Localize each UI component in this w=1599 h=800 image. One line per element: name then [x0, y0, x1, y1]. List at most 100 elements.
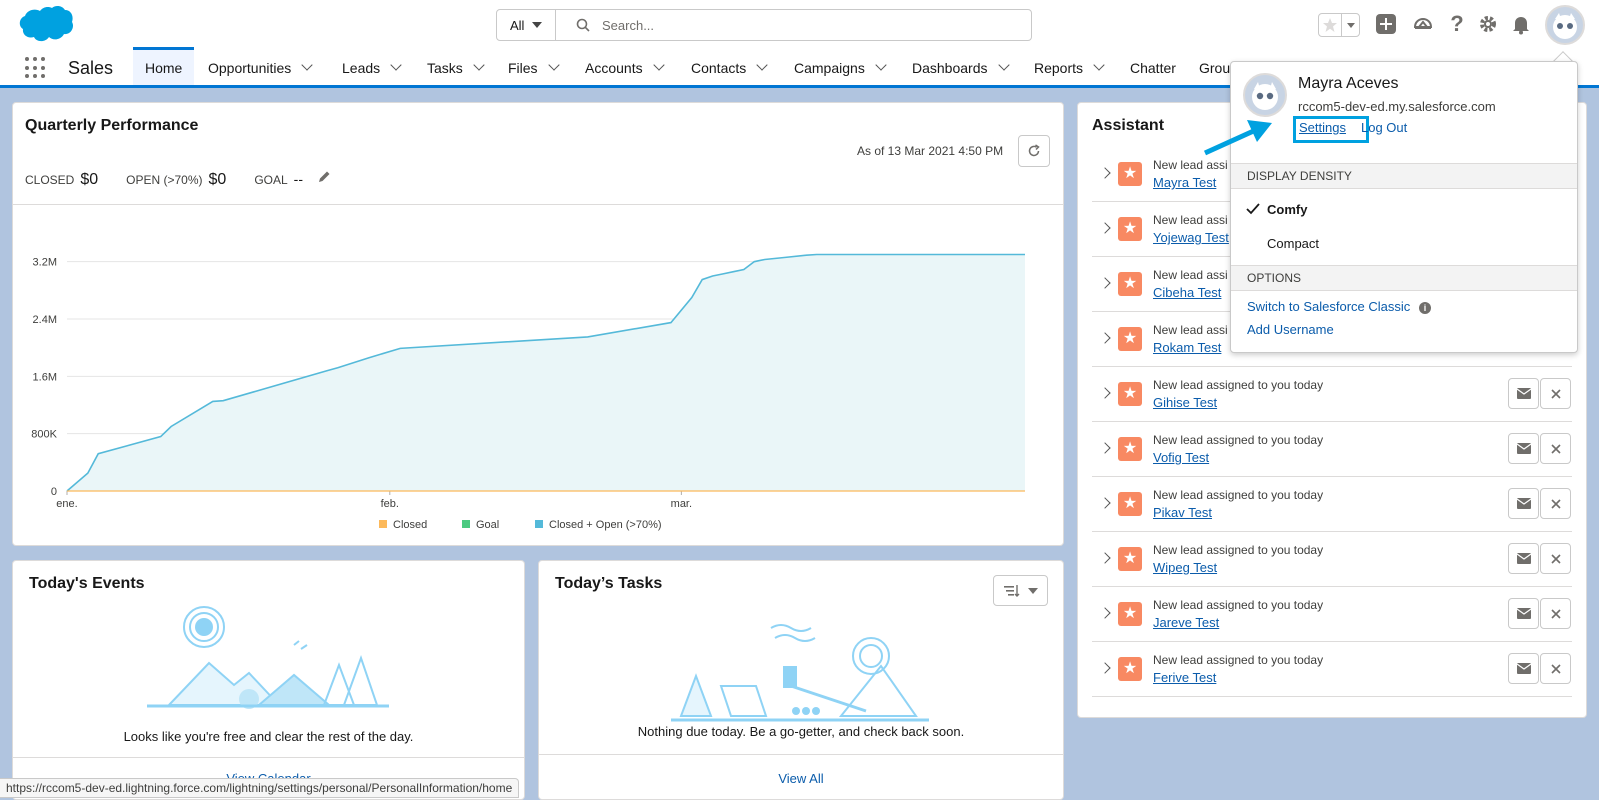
add-username-link[interactable]: Add Username [1247, 322, 1334, 337]
user-avatar[interactable] [1545, 5, 1585, 45]
nav-tab-leads[interactable]: Leads [342, 50, 402, 85]
lead-message: New lead assigned to you today [1153, 433, 1324, 447]
density-option-compact[interactable]: Compact [1231, 229, 1577, 259]
lead-link[interactable]: Ferive Test [1153, 670, 1217, 685]
lead-icon: ★ [1118, 437, 1142, 461]
dismiss-button[interactable] [1540, 378, 1571, 409]
lead-link[interactable]: Mayra Test [1153, 175, 1217, 190]
settings-link[interactable]: Settings [1299, 120, 1346, 135]
search-scope-dropdown[interactable]: All [497, 10, 556, 40]
help-icon[interactable]: ? [1450, 11, 1464, 36]
list-item[interactable]: ★ New lead assigned to you today Ferive … [1092, 643, 1572, 697]
send-email-button[interactable] [1508, 653, 1539, 684]
refresh-icon [1028, 144, 1040, 157]
favorites-star-icon[interactable] [1319, 14, 1341, 36]
chevron-down-icon[interactable] [875, 59, 887, 71]
chevron-right-icon[interactable] [1099, 607, 1111, 619]
chevron-down-icon[interactable] [547, 59, 560, 71]
chevron-right-icon[interactable] [1099, 552, 1111, 564]
chevron-down-icon[interactable] [652, 59, 665, 71]
list-item[interactable]: ★ New lead assigned to you today Wipeg T… [1092, 533, 1572, 587]
list-item[interactable]: ★ New lead assigned to you today Jareve … [1092, 588, 1572, 642]
lead-message: New lead assi [1153, 268, 1228, 282]
dismiss-button[interactable] [1540, 653, 1571, 684]
card-title: Assistant [1092, 117, 1165, 134]
trailhead-icon[interactable] [1412, 13, 1434, 35]
nav-tab-reports[interactable]: Reports [1034, 50, 1105, 85]
open-value: $0 [208, 171, 227, 188]
chevron-down-icon[interactable] [390, 59, 402, 71]
dismiss-button[interactable] [1540, 598, 1571, 629]
chevron-down-icon[interactable] [997, 59, 1010, 71]
density-option-comfy[interactable]: Comfy [1231, 195, 1577, 225]
app-launcher-icon[interactable] [25, 57, 47, 79]
nav-tab-opportunities[interactable]: Opportunities [208, 50, 313, 85]
list-item[interactable]: ★ New lead assi Rokam Test [1092, 313, 1572, 367]
dismiss-button[interactable] [1540, 543, 1571, 574]
search-scope-label: All [510, 17, 525, 33]
send-email-button[interactable] [1508, 433, 1539, 464]
list-item[interactable]: ★ New lead assigned to you today Vofig T… [1092, 423, 1572, 477]
nav-tab-tasks[interactable]: Tasks [427, 50, 485, 85]
nav-tab-contacts[interactable]: Contacts [691, 50, 768, 85]
lead-link[interactable]: Yojewag Test [1153, 230, 1229, 245]
chevron-down-icon[interactable] [756, 59, 768, 71]
search-field[interactable] [556, 10, 1031, 40]
quarterly-performance-card: Quarterly Performance As of 13 Mar 2021 … [12, 102, 1064, 546]
list-item[interactable]: ★ New lead assigned to you today Gihise … [1092, 368, 1572, 422]
send-email-button[interactable] [1508, 488, 1539, 519]
checkmark-icon [1246, 203, 1260, 215]
lead-link[interactable]: Gihise Test [1153, 395, 1218, 410]
lead-link[interactable]: Cibeha Test [1153, 285, 1222, 300]
chevron-down-icon[interactable] [301, 59, 313, 71]
nav-tab-files[interactable]: Files [508, 50, 560, 85]
notifications-bell-icon[interactable] [1510, 13, 1532, 35]
chevron-down-icon[interactable] [473, 59, 485, 71]
nav-tab-chatter[interactable]: Chatter [1130, 50, 1176, 85]
chevron-right-icon[interactable] [1099, 222, 1111, 234]
nav-tab-home[interactable]: Home [133, 47, 195, 85]
nav-tab-groups[interactable]: Grou [1199, 50, 1230, 85]
quarterly-chart: 0 800K 1.6M 2.4M 3.2M ene. feb. mar. Closed Goal C… [31, 253, 1025, 531]
view-all-link[interactable]: View All [778, 771, 824, 786]
lead-icon: ★ [1118, 162, 1142, 186]
chevron-down-icon[interactable] [1093, 59, 1105, 71]
lead-link[interactable]: Rokam Test [1153, 340, 1222, 355]
chevron-right-icon[interactable] [1099, 277, 1111, 289]
search-input[interactable] [600, 16, 1000, 34]
salesforce-cloud-logo[interactable] [16, 5, 74, 48]
send-email-button[interactable] [1508, 598, 1539, 629]
chevron-right-icon[interactable] [1099, 497, 1111, 509]
global-create-icon[interactable] [1375, 13, 1397, 35]
chevron-right-icon[interactable] [1099, 387, 1111, 399]
task-filter-dropdown[interactable] [993, 575, 1048, 606]
lead-link[interactable]: Jareve Test [1153, 615, 1220, 630]
lead-link[interactable]: Wipeg Test [1153, 560, 1218, 575]
chevron-right-icon[interactable] [1099, 662, 1111, 674]
send-email-button[interactable] [1508, 378, 1539, 409]
metrics-row: CLOSED $0 OPEN (>70%) $0 GOAL -- [25, 170, 331, 189]
goal-value: -- [293, 171, 303, 187]
nav-tab-campaigns[interactable]: Campaigns [794, 50, 887, 85]
chevron-right-icon[interactable] [1099, 332, 1111, 344]
refresh-button[interactable] [1018, 135, 1050, 167]
list-item[interactable]: ★ New lead assigned to you today Pikav T… [1092, 478, 1572, 532]
legend-swatch [535, 520, 543, 528]
switch-classic-link[interactable]: Switch to Salesforce Classic [1247, 299, 1411, 314]
nav-tab-dashboards[interactable]: Dashboards [912, 50, 1010, 85]
chevron-right-icon[interactable] [1099, 442, 1111, 454]
favorites-dropdown-icon[interactable] [1341, 14, 1359, 36]
dismiss-button[interactable] [1540, 488, 1571, 519]
nav-tab-accounts[interactable]: Accounts [585, 50, 665, 85]
setup-gear-icon[interactable] [1477, 13, 1499, 35]
info-icon[interactable]: i [1419, 302, 1431, 314]
dismiss-button[interactable] [1540, 433, 1571, 464]
x-tick-label: mar. [671, 498, 692, 510]
lead-link[interactable]: Pikav Test [1153, 505, 1213, 520]
lead-link[interactable]: Vofig Test [1153, 450, 1210, 465]
chevron-right-icon[interactable] [1099, 167, 1111, 179]
send-email-button[interactable] [1508, 543, 1539, 574]
email-icon [1516, 553, 1531, 564]
edit-pencil-icon[interactable] [317, 170, 331, 184]
logout-link[interactable]: Log Out [1361, 120, 1408, 135]
